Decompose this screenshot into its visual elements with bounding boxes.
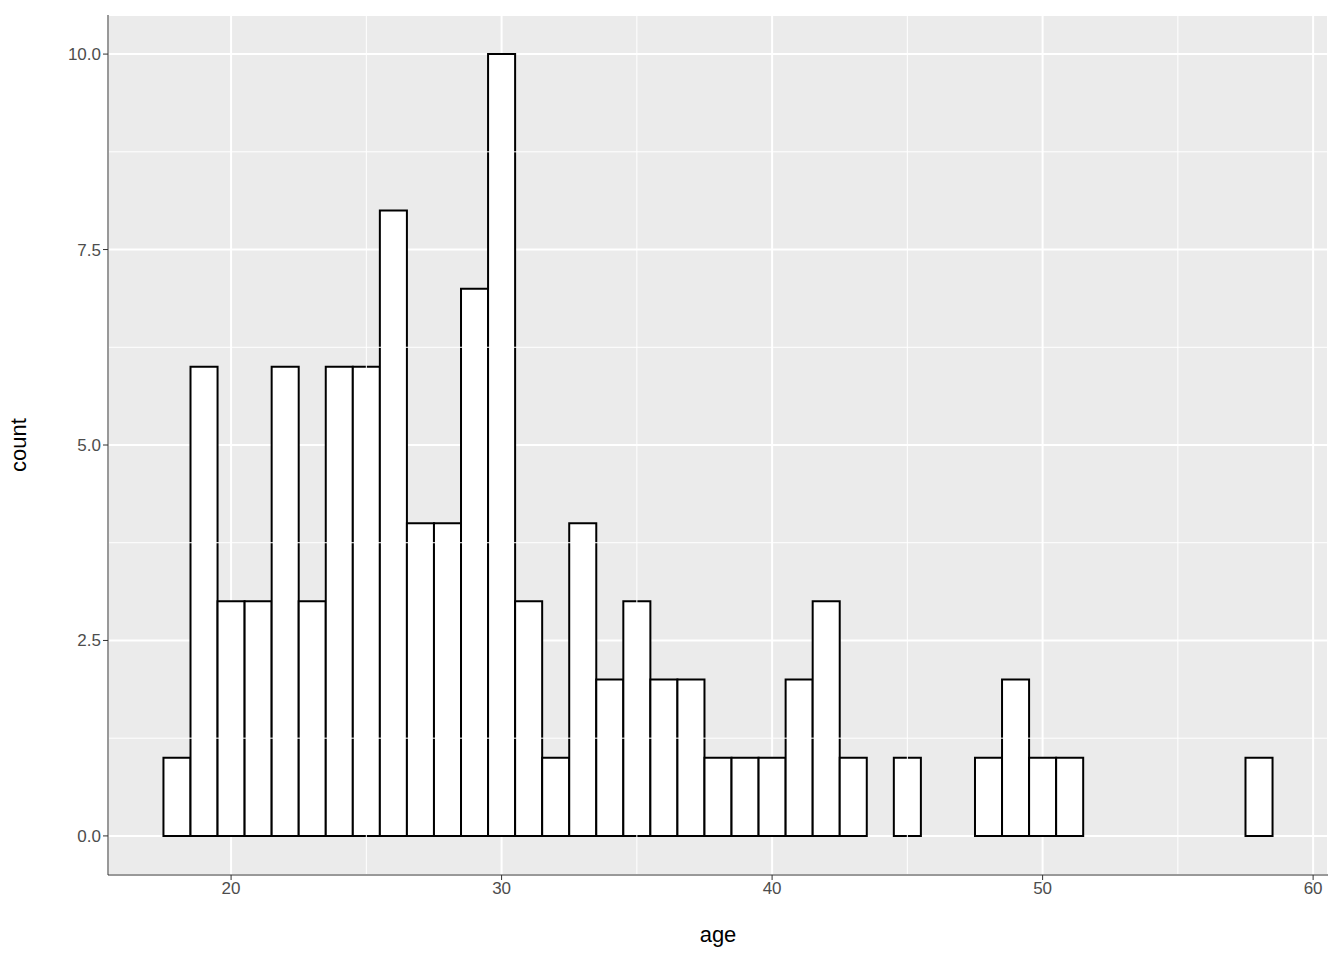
svg-text:30: 30 [492, 879, 511, 898]
svg-text:age: age [700, 922, 737, 947]
svg-text:10.0: 10.0 [68, 45, 101, 64]
svg-text:20: 20 [222, 879, 241, 898]
svg-text:count: count [8, 418, 31, 472]
svg-text:60: 60 [1304, 879, 1323, 898]
svg-text:5.0: 5.0 [77, 436, 101, 455]
svg-text:2.5: 2.5 [77, 631, 101, 650]
svg-text:7.5: 7.5 [77, 241, 101, 260]
svg-text:50: 50 [1033, 879, 1052, 898]
svg-text:0.0: 0.0 [77, 827, 101, 846]
svg-text:40: 40 [763, 879, 782, 898]
